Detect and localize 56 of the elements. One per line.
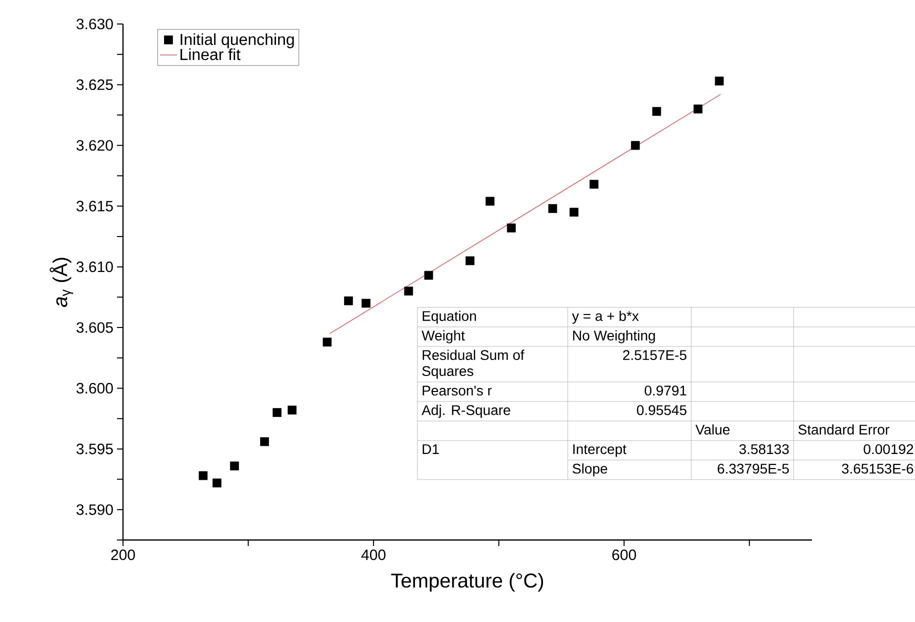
point (288, 406, 297, 414)
annotation: 0.9791 (644, 386, 686, 396)
annotation: D1 (422, 444, 439, 454)
point (198, 471, 208, 480)
annotation: Pearson's r (422, 386, 492, 396)
y-axis-title: a$_{γ}$ (Å) (50, 258, 74, 307)
legend-label: Initial quenching (180, 33, 294, 48)
point (272, 408, 282, 417)
point (362, 298, 370, 308)
point (466, 256, 474, 266)
annotation: Standard Error (798, 424, 890, 435)
y-tick-label: 3.605 (76, 322, 113, 333)
legend-label: Linear fit (180, 48, 240, 60)
annotation: Weight (422, 330, 465, 344)
point (714, 76, 724, 86)
y-tick-label: 3.595 (76, 444, 113, 454)
annotation: Slope (572, 463, 608, 476)
annotation: No Weighting (573, 330, 655, 344)
point (212, 478, 222, 488)
y-tick-label: 3.615 (76, 200, 113, 212)
text: 0.00192 (864, 444, 914, 454)
point (322, 338, 332, 346)
annotation: Intercept (573, 444, 626, 457)
annotation: Value (695, 424, 730, 435)
y-tick-label: 3.625 (76, 79, 113, 90)
x-tick-label: 200 (111, 550, 135, 560)
point (570, 208, 578, 217)
point (424, 270, 434, 280)
annotation: 3.58133 (739, 444, 789, 454)
point (486, 196, 494, 206)
annotation: y = a + b*x (572, 310, 639, 324)
point (630, 141, 640, 150)
x-tick-label: 600 (612, 550, 636, 560)
point (404, 286, 414, 296)
point (652, 107, 662, 116)
point (590, 180, 598, 189)
point (506, 224, 516, 232)
y-tick-label: 3.610 (76, 262, 113, 272)
annotation: 2.5157E-5 (623, 350, 686, 360)
x-tick-label: 400 (361, 550, 386, 560)
annotation: 6.33795E-5 (718, 464, 789, 474)
annotation: Equation (422, 310, 476, 324)
annotation: Adj. R-Square (422, 404, 510, 418)
point (230, 462, 239, 470)
point (344, 296, 353, 306)
point (260, 437, 269, 446)
point (548, 204, 558, 213)
text: 3.65153E-6 (842, 464, 914, 474)
y-tick-label: 3.620 (76, 140, 113, 151)
annotation: 0.95545 (636, 405, 686, 416)
y-tick-label: 3.630 (76, 18, 113, 30)
y-tick-label: 3.590 (76, 504, 113, 515)
point (694, 104, 702, 114)
annotation: Residual Sum of Squares (422, 350, 524, 379)
y-tick-label: 3.600 (76, 382, 113, 394)
x-axis-title: Temperature (°C) (391, 572, 544, 592)
